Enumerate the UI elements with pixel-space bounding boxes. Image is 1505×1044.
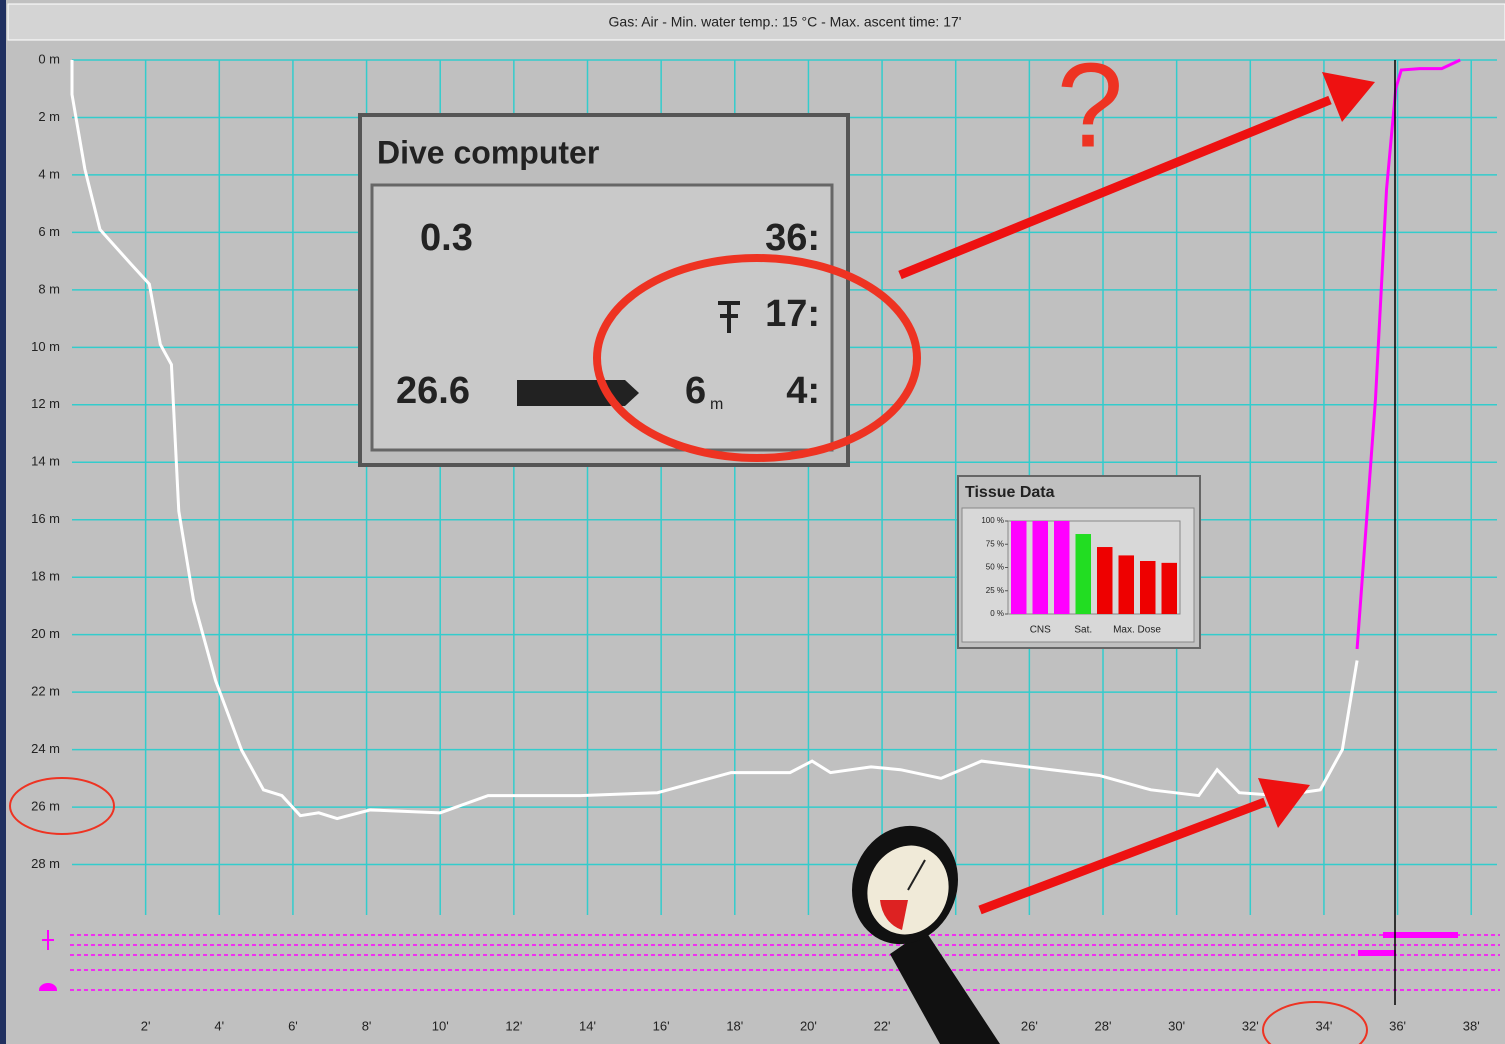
y-tick-label: 12 m — [31, 396, 60, 411]
x-tick-label: 18' — [726, 1018, 743, 1033]
group-label: Sat. — [1074, 625, 1092, 636]
y-tick-label: 2 m — [38, 109, 60, 124]
lcd-value: 17: — [765, 293, 820, 335]
y-tick-label: 8 m — [38, 281, 60, 296]
y-tick-label: 14 m — [31, 454, 60, 469]
x-tick-label: 6' — [288, 1018, 298, 1033]
x-tick-label: 10' — [432, 1018, 449, 1033]
y-tick-label: 50 % — [986, 563, 1004, 572]
x-tick-label: 20' — [800, 1018, 817, 1033]
group-label: Max. Dose — [1113, 625, 1161, 636]
y-tick-label: 100 % — [981, 516, 1004, 525]
event-bar — [1358, 950, 1396, 956]
tissue-bar — [1076, 534, 1092, 614]
group-label: CNS — [1030, 625, 1051, 636]
y-tick-label: 24 m — [31, 741, 60, 756]
x-tick-label: 34' — [1315, 1018, 1332, 1033]
y-tick-label: 25 % — [986, 586, 1004, 595]
x-tick-label: 38' — [1463, 1018, 1480, 1033]
lcd-value: 36: — [765, 217, 820, 259]
x-tick-label: 8' — [362, 1018, 372, 1033]
panel-title: Dive computer — [377, 134, 599, 170]
question-mark: ? — [1057, 39, 1124, 173]
y-tick-label: 10 m — [31, 339, 60, 354]
tissue-bar — [1140, 561, 1156, 614]
y-tick-label: 75 % — [986, 539, 1004, 548]
y-tick-label: 22 m — [31, 684, 60, 699]
x-tick-label: 2' — [141, 1018, 151, 1033]
x-tick-label: 12' — [505, 1018, 522, 1033]
lcd-value: 0.3 — [420, 217, 473, 259]
y-tick-label: 20 m — [31, 626, 60, 641]
lcd-unit: m — [710, 396, 723, 413]
tissue-bar — [1011, 521, 1027, 614]
x-tick-label: 30' — [1168, 1018, 1185, 1033]
deco-badge — [517, 380, 639, 406]
tissue-title: Tissue Data — [965, 484, 1055, 501]
lcd-value: 4: — [786, 370, 820, 412]
tissue-bar — [1054, 521, 1070, 614]
x-tick-label: 22' — [874, 1018, 891, 1033]
y-tick-label: 0 % — [990, 609, 1004, 618]
lcd-value: 26.6 — [396, 370, 470, 412]
tissue-bar — [1033, 521, 1049, 614]
tissue-bar — [1119, 555, 1135, 614]
y-tick-label: 26 m — [31, 799, 60, 814]
x-tick-label: 32' — [1242, 1018, 1259, 1033]
page: Gas: Air - Min. water temp.: 15 °C - Max… — [0, 0, 1505, 1044]
x-tick-label: 4' — [214, 1018, 224, 1033]
y-tick-label: 18 m — [31, 569, 60, 584]
tissue-bar — [1097, 547, 1113, 614]
dive-log-window: Gas: Air - Min. water temp.: 15 °C - Max… — [0, 0, 1505, 1044]
x-tick-label: 26' — [1021, 1018, 1038, 1033]
x-tick-label: 14' — [579, 1018, 596, 1033]
lcd-value: 6 — [685, 370, 706, 412]
y-tick-label: 6 m — [38, 224, 60, 239]
y-tick-label: 0 m — [38, 51, 60, 66]
x-tick-label: 28' — [1095, 1018, 1112, 1033]
y-tick-label: 16 m — [31, 511, 60, 526]
left-edge — [0, 0, 6, 1044]
x-tick-label: 36' — [1389, 1018, 1406, 1033]
y-tick-label: 4 m — [38, 166, 60, 181]
tissue-bar — [1162, 563, 1178, 614]
y-tick-label: 28 m — [31, 856, 60, 871]
dive-computer-panel: Dive computer 0.3 36: 17: 26.6 6 m 4: — [360, 115, 848, 465]
x-tick-label: 16' — [653, 1018, 670, 1033]
header-title: Gas: Air - Min. water temp.: 15 °C - Max… — [609, 14, 962, 30]
